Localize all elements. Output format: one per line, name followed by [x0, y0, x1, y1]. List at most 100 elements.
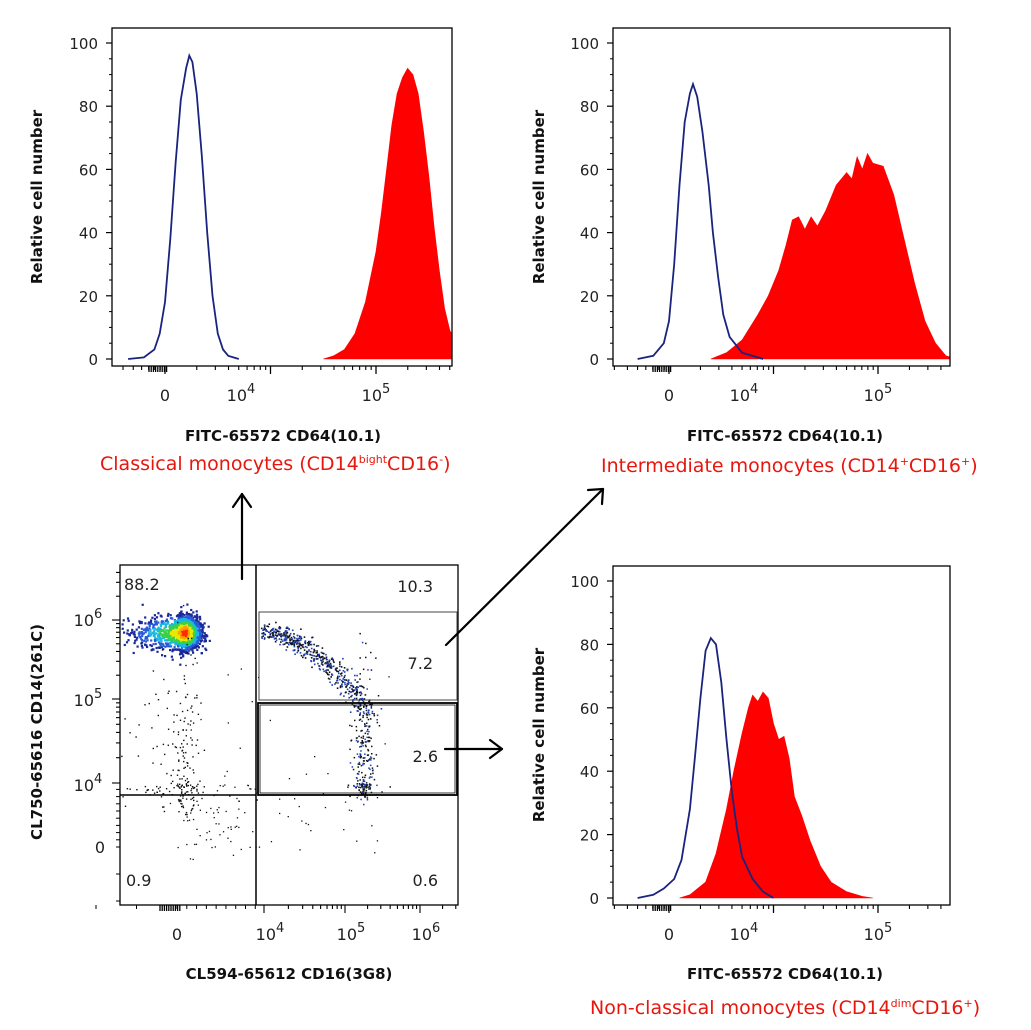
- scatter-point-classical: [162, 635, 165, 638]
- scatter-point-background: [234, 826, 236, 828]
- scatter-point-classical: [177, 640, 180, 643]
- scatter-point-arc: [334, 683, 336, 685]
- scatter-point-classical: [193, 634, 196, 637]
- scatter-point-classical: [182, 636, 185, 639]
- scatter-point-classical: [193, 639, 196, 642]
- scatter-point-classical: [153, 617, 157, 620]
- scatter-point-low: [201, 797, 203, 800]
- scatter-point-classical: [149, 644, 152, 647]
- scatter-point-nonclassical: [373, 757, 375, 760]
- scatter-point-classical: [153, 627, 156, 630]
- scatter-point-nonclassical: [363, 763, 365, 765]
- scatter-point-nonclassical: [355, 705, 357, 707]
- scatter-point-arc: [354, 687, 357, 689]
- scatter-point-classical: [140, 644, 143, 647]
- hist0-series-line: [128, 52, 240, 360]
- scatter-point-classical: [183, 634, 187, 637]
- scatter-point-background: [218, 806, 220, 809]
- scatter-point-nonclassical: [370, 784, 372, 786]
- scatter-xtick-label: 104: [256, 921, 285, 944]
- scatter-point-nonclassical: [357, 766, 359, 768]
- scatter-point-classical: [141, 634, 144, 638]
- scatter-point-classical: [189, 635, 192, 638]
- scatter-point-classical: [196, 617, 199, 620]
- scatter-point-arc: [300, 639, 302, 641]
- scatter-point-classical: [201, 623, 204, 626]
- scatter-xtick-label-exp: 4: [276, 921, 284, 936]
- scatter-point-arc: [300, 636, 302, 638]
- scatter-point-classical: [191, 626, 194, 629]
- scatter-point-nonclassical: [365, 656, 367, 659]
- scatter-point-classical: [123, 643, 126, 647]
- scatter-point-classical: [175, 620, 178, 623]
- scatter-point-classical: [171, 629, 175, 632]
- hist3-xtick-label-exp: 4: [750, 921, 758, 936]
- scatter-point-classical: [126, 629, 129, 632]
- scatter-point-arc: [341, 685, 343, 688]
- scatter-point-nonclassical: [357, 763, 360, 765]
- scatter-point-nonclassical: [363, 784, 366, 786]
- scatter-point-classical: [184, 633, 187, 636]
- scatter-point-nonclassical: [361, 771, 363, 774]
- scatter-point-classical: [166, 633, 169, 636]
- scatter-point-classical: [155, 623, 158, 626]
- scatter-point-classical: [187, 648, 190, 651]
- scatter-point-classical: [184, 646, 187, 649]
- hist1-frame: [612, 27, 951, 367]
- scatter-point-arc: [339, 663, 341, 665]
- scatter-point-nonclassical: [368, 788, 370, 790]
- scatter-point-classical: [153, 633, 157, 636]
- scatter-point-classical: [179, 663, 182, 666]
- scatter-point-nonclassical: [361, 786, 364, 789]
- scatter-point-arc: [343, 671, 346, 673]
- scatter-point-low: [185, 664, 187, 667]
- scatter-point-nonclassical: [362, 745, 364, 747]
- scatter-point-classical: [160, 646, 163, 649]
- scatter-point-low: [192, 796, 195, 799]
- scatter-point-low: [167, 728, 170, 730]
- scatter-point-low: [187, 781, 190, 783]
- scatter-point-nonclassical: [362, 790, 364, 793]
- scatter-point-classical: [184, 651, 187, 654]
- scatter-point-arc: [347, 692, 350, 695]
- scatter-point-background: [222, 785, 224, 787]
- scatter-point-classical: [200, 635, 203, 638]
- scatter-point-low: [202, 791, 204, 794]
- scatter-point-arc: [322, 664, 324, 666]
- scatter-point-nonclassical: [376, 721, 379, 724]
- scatter-point-arc: [322, 668, 325, 671]
- scatter-point-arc: [353, 706, 356, 708]
- scatter-point-classical: [162, 629, 165, 632]
- scatter-point-arc: [311, 666, 313, 669]
- scatter-point-arc: [284, 638, 287, 640]
- scatter-point-arc: [300, 637, 303, 640]
- scatter-point-arc: [362, 711, 365, 713]
- scatter-point-classical: [185, 624, 188, 627]
- scatter-point-low: [173, 721, 175, 723]
- scatter-point-nonclassical: [369, 785, 371, 787]
- scatter-point-low: [180, 802, 182, 805]
- scatter-point-classical: [172, 624, 175, 627]
- scatter-point-arc: [284, 630, 287, 632]
- scatter-point-classical: [177, 648, 180, 651]
- scatter-point-classical: [170, 645, 173, 648]
- scatter-point-nonclassical: [356, 797, 358, 799]
- scatter-point-arc: [337, 670, 340, 673]
- scatter-point-classical: [144, 631, 147, 634]
- scatter-point-classical: [140, 627, 143, 630]
- scatter-point-classical: [178, 626, 181, 629]
- scatter-point-background: [249, 846, 251, 848]
- scatter-point-nonclassical: [366, 688, 368, 690]
- scatter-point-background: [356, 840, 358, 842]
- scatter-point-classical: [199, 640, 202, 643]
- scatter-point-arc: [281, 640, 284, 642]
- scatter-point-arc: [321, 647, 324, 649]
- scatter-point-arc: [286, 626, 289, 629]
- scatter-point-arc: [324, 662, 326, 665]
- scatter-point-background: [384, 743, 386, 745]
- scatter-point-arc: [330, 676, 332, 678]
- scatter-point-classical: [167, 642, 170, 645]
- scatter-point-classical: [154, 639, 157, 643]
- scatter-point-classical: [137, 626, 140, 629]
- scatter-point-background: [219, 834, 221, 836]
